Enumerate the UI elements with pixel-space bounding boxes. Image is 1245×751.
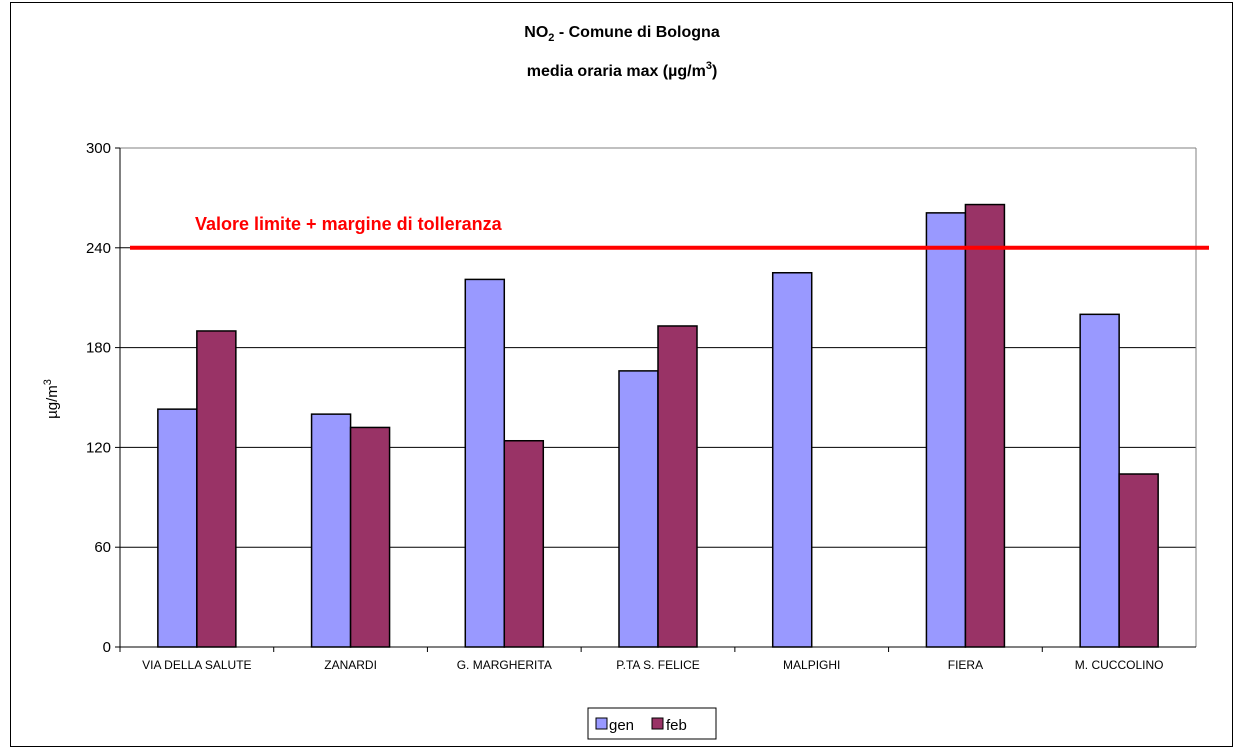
bar-gen xyxy=(925,212,967,648)
title-rest: - Comune di Bologna xyxy=(554,24,719,41)
x-tick-label: FIERA xyxy=(948,658,983,672)
x-tick-label: MALPIGHI xyxy=(783,658,840,672)
y-tick-label: 120 xyxy=(86,439,111,456)
subtitle-unit: µg/m xyxy=(668,63,706,80)
legend-box xyxy=(587,707,717,740)
y-axis-label: µg/m3 xyxy=(42,379,61,419)
legend: gen feb xyxy=(587,707,717,740)
x-tick-label: P.TA S. FELICE xyxy=(616,658,700,672)
bar-gen xyxy=(771,272,813,648)
subtitle-end: ) xyxy=(712,63,717,80)
bar-feb xyxy=(503,439,545,648)
plot-area: 0 60 120 180 240 300 VIA DELLA SALUTE ZANARDI G.… xyxy=(86,140,1209,672)
bar-gen xyxy=(1079,313,1120,648)
bar-feb xyxy=(964,203,1006,648)
bar-feb xyxy=(349,426,391,648)
bar-feb xyxy=(657,325,698,648)
bar-gen xyxy=(310,413,352,648)
bar-feb xyxy=(196,330,237,648)
legend-label-feb: feb xyxy=(666,717,687,734)
x-tick-label: ZANARDI xyxy=(324,658,377,672)
title-subscript: 2 xyxy=(548,32,554,44)
chart-title: NO2 - Comune di Bologna xyxy=(524,24,720,44)
y-tick-label: 300 xyxy=(86,140,111,157)
bar-gen xyxy=(157,408,198,648)
y-tick-label: 0 xyxy=(103,639,111,656)
subtitle-main: media oraria max ( xyxy=(527,63,669,80)
threshold-label: Valore limite + margine di tolleranza xyxy=(195,214,503,234)
title-main: NO xyxy=(524,24,548,41)
subtitle-superscript: 3 xyxy=(706,60,712,72)
legend-swatch-gen xyxy=(595,717,608,730)
y-tick-label: 180 xyxy=(86,340,111,357)
bar-gen xyxy=(618,370,659,648)
chart-subtitle: media oraria max (µg/m3) xyxy=(527,60,718,80)
ylabel-text: µg/m xyxy=(44,385,61,419)
y-tick-label: 240 xyxy=(86,240,111,257)
legend-label-gen: gen xyxy=(609,717,634,734)
x-tick-label: M. CUCCOLINO xyxy=(1075,658,1164,672)
chart-svg: NO2 - Comune di Bologna media oraria max… xyxy=(42,24,1209,740)
bar-gen xyxy=(464,278,506,648)
legend-swatch-feb xyxy=(651,717,664,730)
ylabel-superscript: 3 xyxy=(42,379,54,385)
x-tick-label: VIA DELLA SALUTE xyxy=(142,658,251,672)
bar-feb xyxy=(1118,473,1159,648)
chart-frame: NO2 - Comune di Bologna media oraria max… xyxy=(10,2,1233,747)
x-tick-label: G. MARGHERITA xyxy=(457,658,552,672)
y-tick-label: 60 xyxy=(94,539,111,556)
